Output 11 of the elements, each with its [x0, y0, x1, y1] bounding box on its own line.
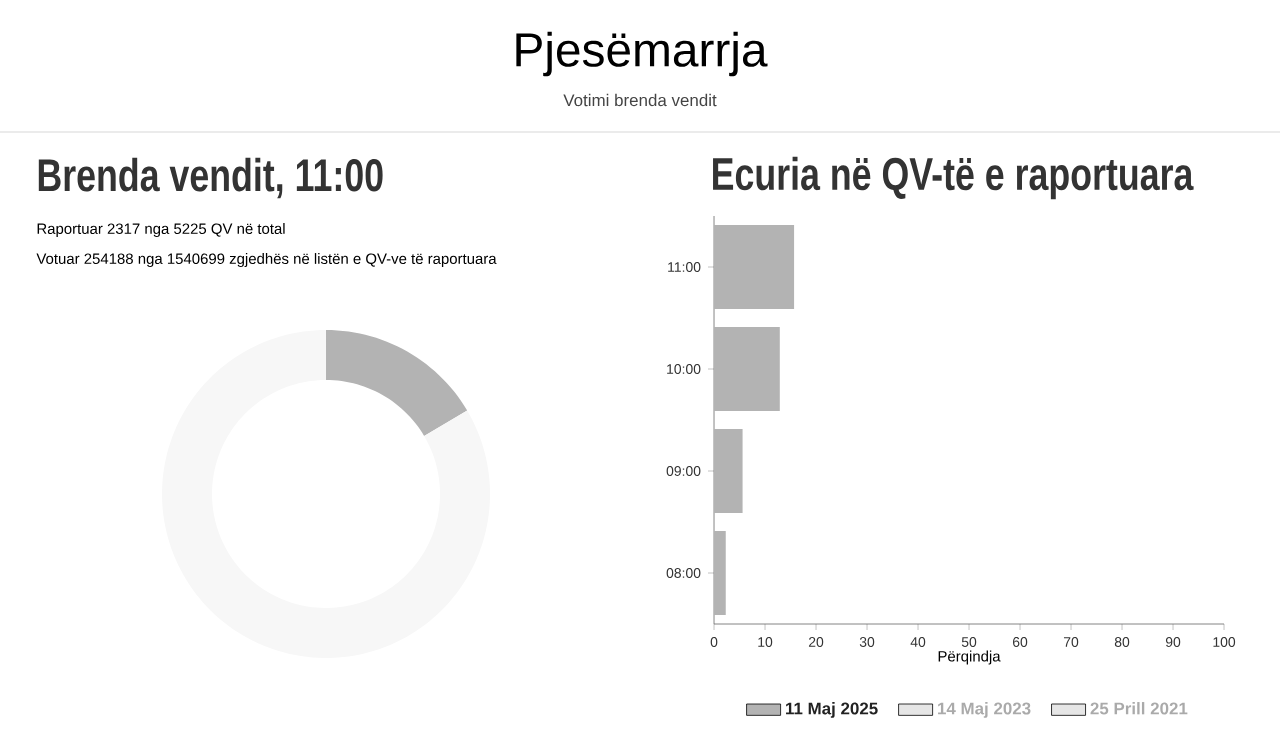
- legend-label: 14 Maj 2023: [938, 702, 1031, 718]
- chart-title: Brenda vendit, 11:00: [38, 157, 383, 199]
- legend-label: 25 Prill 2021: [1090, 702, 1188, 715]
- text: Votimi brenda vendit: [563, 93, 717, 107]
- text: Pjesëmarrja: [516, 31, 768, 77]
- legend-label: 11 Maj 2025: [786, 702, 878, 718]
- bar: [714, 429, 743, 514]
- bar: [714, 225, 795, 310]
- chart-title: Ecuria në QV-të e raportuara: [713, 156, 1194, 200]
- bar: [714, 531, 726, 616]
- bar: [714, 327, 780, 412]
